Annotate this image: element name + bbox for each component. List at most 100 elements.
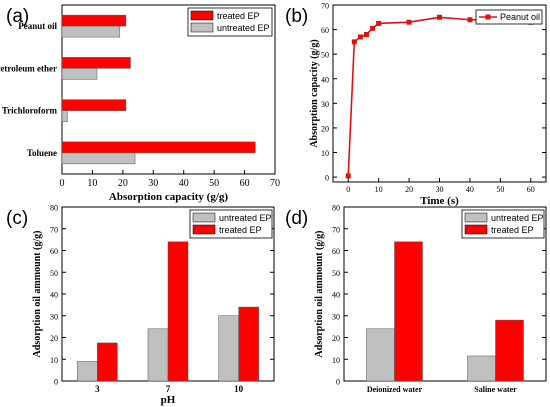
panels.2.chart_data-ytick-label: 30	[50, 312, 58, 321]
a-bar-untreated	[61, 68, 98, 80]
panels.3.chart_data-ytick-label: 50	[332, 269, 340, 278]
d-bar-untreated	[467, 355, 496, 382]
b-legend-marker	[485, 14, 491, 20]
panels.3.chart_data-ytick-label: 80	[332, 204, 340, 213]
panel-a-chart: 0 10 20 30 40 50 60 70 Peanut oil Petroleum ether…	[0, 4, 280, 203]
d-category-label: Deionized water	[367, 385, 423, 394]
a-legend-swatch	[190, 10, 214, 21]
d-legend-swatch	[464, 224, 488, 235]
a-category-label: Trichloroform	[2, 106, 58, 116]
panels.1.chart_data-ytick-label: 60	[321, 26, 329, 35]
panel-a-tag: (a)	[6, 6, 29, 27]
a-bar-untreated	[61, 152, 136, 165]
d-bar-treated	[495, 319, 524, 382]
b-point	[351, 39, 357, 45]
c-bar-untreated	[77, 361, 98, 382]
a-legend-label: treated EP	[217, 11, 260, 21]
a-xtick-label: 20	[118, 178, 128, 189]
b-point	[437, 14, 442, 20]
panels.1.chart_data-ytick-label: 20	[321, 124, 329, 133]
c-category-label: 10	[234, 384, 244, 394]
panel-d-tag: (d)	[285, 208, 308, 229]
panels.3.chart_data-ytick-label: 20	[332, 334, 340, 343]
c-y-axis-label: Adsorption oil ammount (g/g)	[32, 231, 43, 358]
d-legend-label: treated EP	[491, 225, 534, 235]
c-bar-treated	[238, 306, 259, 382]
panels.3.chart_data-ytick-label: 70	[332, 225, 340, 234]
panel-d-chart: 0 10 20 30 40 50 60 70 80 Deionized water Saline w…	[314, 204, 547, 394]
a-category-label: Peanut oil	[18, 21, 57, 31]
b-point	[467, 17, 473, 23]
panels.1.chart_data-ytick-label: 50	[321, 51, 329, 60]
b-point	[357, 34, 363, 40]
panels.3.chart_data-ytick-label: 40	[332, 291, 340, 300]
panels.3.chart_data-ytick-label: 30	[332, 312, 340, 321]
b-xtick-label: 40	[466, 185, 474, 194]
c-bar-untreated	[147, 328, 169, 382]
panels.2.chart_data-ytick-label: 0	[54, 378, 58, 387]
a-bar-treated	[61, 99, 127, 111]
a-legend-label: untreated EP	[217, 23, 270, 33]
panels.1.chart_data-ytick-label: 40	[321, 75, 329, 84]
d-category-label: Saline water	[474, 385, 517, 394]
panels.3.chart_data-ytick-label: 10	[332, 356, 340, 365]
panels.2.chart_data-ytick-label: 10	[50, 356, 58, 365]
b-y-axis-label: Absorption capacity (g/g)	[309, 39, 320, 147]
b-point	[376, 20, 382, 26]
b-xtick-label: 50	[496, 185, 504, 194]
b-xtick-label: 20	[405, 185, 413, 194]
a-bar-treated	[61, 14, 127, 27]
panel-b-tag: (b)	[285, 6, 308, 27]
c-legend-swatch	[192, 212, 216, 223]
a-legend-swatch	[190, 22, 214, 33]
d-y-axis-label: Adsorption oil ammount (g/g)	[314, 231, 325, 358]
a-bar-untreated	[61, 110, 68, 122]
c-category-label: 7	[166, 384, 171, 394]
b-frame	[332, 4, 547, 183]
a-xtick-label: 40	[179, 178, 189, 189]
a-bar-untreated	[61, 25, 121, 38]
b-legend-label: Peanut oil	[500, 12, 540, 22]
d-legend-swatch	[464, 212, 488, 223]
a-xtick-label: 60	[240, 178, 250, 189]
panels.2.chart_data-ytick-label: 80	[50, 204, 58, 213]
b-point	[345, 173, 351, 179]
b-point	[370, 25, 376, 31]
panels.2.chart_data-ytick-label: 70	[50, 225, 58, 234]
c-legend-swatch	[192, 224, 216, 235]
c-bar-untreated	[218, 315, 239, 382]
panel-c-tag: (c)	[6, 208, 28, 229]
b-legend-box	[475, 9, 543, 25]
a-bar-treated	[61, 57, 131, 69]
a-xtick-label: 50	[209, 178, 219, 189]
d-legend-label: untreated EP	[491, 213, 544, 223]
b-series-line	[347, 16, 531, 176]
b-xtick-label: 0	[346, 185, 350, 194]
c-legend-label: untreated EP	[219, 213, 272, 223]
panels.2.chart_data-ytick-label: 20	[50, 334, 58, 343]
panel-c-chart: 0 10 20 30 40 50 60 70 80 3 7 10 pH Adsorption oil am…	[32, 204, 275, 406]
d-bar-treated	[394, 241, 423, 382]
a-category-label: Toluene	[27, 148, 57, 158]
panels.2.chart_data-ytick-label: 50	[50, 269, 58, 278]
a-bar-treated	[61, 141, 256, 154]
panels.2.chart_data-ytick-label: 40	[50, 291, 58, 300]
b-x-axis-label: Time (s)	[420, 195, 459, 207]
panels.1.chart_data-ytick-label: 10	[321, 149, 329, 158]
b-xtick-label: 10	[375, 185, 383, 194]
a-frame	[61, 4, 276, 175]
a-xtick-label: 0	[60, 178, 65, 189]
a-x-axis-label: Absorption capacity (g/g)	[109, 191, 229, 203]
c-bar-treated	[97, 342, 118, 382]
panels.3.chart_data-ytick-label: 60	[332, 247, 340, 256]
a-category-label: Petroleum ether	[0, 63, 57, 73]
d-bar-untreated	[366, 328, 395, 382]
b-xtick-label: 30	[436, 185, 444, 194]
panels.1.chart_data-ytick-label: 70	[321, 2, 329, 11]
panels.2.chart_data-ytick-label: 60	[50, 247, 58, 256]
panels.1.chart_data-ytick-label: 0	[325, 174, 329, 183]
panel-b-chart: 0 10 20 30 40 50 60 70 0 10 20 30 40 50 60 Time (s) Abso…	[309, 2, 547, 207]
a-xtick-label: 70	[270, 178, 280, 189]
b-xtick-label: 60	[527, 185, 535, 194]
